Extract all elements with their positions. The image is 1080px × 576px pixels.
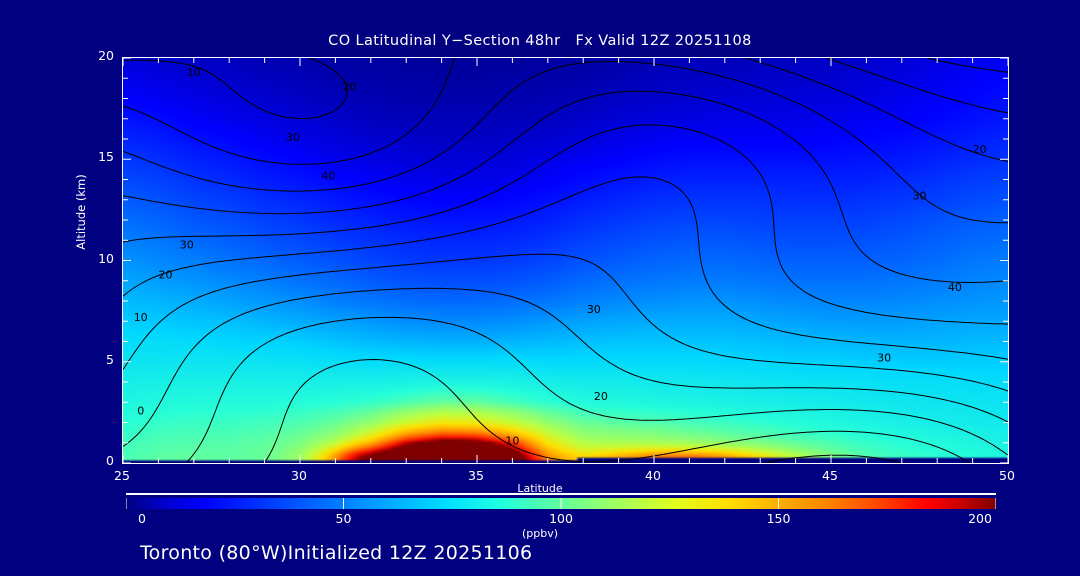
- shaded-co-field: [123, 58, 1008, 463]
- contour-labels: 10 20 30 40 30 20 10 0 10 20 30 30 40 30 20: [134, 66, 987, 448]
- contour-label: 10: [134, 311, 148, 324]
- contour-lines: [123, 58, 1008, 463]
- contour-level-5: [123, 58, 1008, 119]
- colorbar-unit-label: (ppbv): [521, 527, 559, 540]
- contour-label: 20: [594, 390, 608, 403]
- colorbar-ticks: [126, 498, 996, 509]
- x-tick-25: 25: [114, 468, 130, 483]
- x-axis-label: Latitude: [517, 482, 563, 495]
- contour-label: 30: [180, 238, 194, 251]
- x-tick-30: 30: [291, 468, 307, 483]
- contour-label: 10: [187, 66, 201, 79]
- contour-level-35: [123, 253, 1008, 392]
- colorbar-tick-50: 50: [335, 511, 352, 526]
- contour-label: 30: [877, 352, 891, 365]
- contour-level-55: [764, 454, 901, 463]
- contour-heatmap-svg: 10 20 30 40 30 20 10 0 10 20 30 30 40 30 20: [123, 58, 1008, 463]
- contour-label: 20: [343, 80, 357, 93]
- colorbar-tick-200: 200: [968, 511, 992, 526]
- y-tick-15: 15: [98, 149, 114, 165]
- x-tick-50: 50: [999, 468, 1015, 483]
- y-tick-5: 5: [106, 351, 114, 367]
- y-axis-label: Altitude (km): [74, 174, 88, 250]
- x-tick-40: 40: [645, 468, 661, 483]
- contour-label: 20: [973, 143, 987, 156]
- contour-label: 40: [321, 169, 335, 182]
- y-tick-10: 10: [98, 250, 114, 266]
- colorbar-tick-0: 0: [138, 511, 146, 526]
- contour-level-25: [123, 124, 1008, 325]
- axis-ticks: [123, 58, 1008, 463]
- contour-label: 40: [948, 281, 962, 294]
- contour-label: 30: [587, 303, 601, 316]
- x-tick-45: 45: [822, 468, 838, 483]
- colorbar-tick-150: 150: [766, 511, 791, 526]
- contour-label: 30: [913, 190, 927, 203]
- plot-area[interactable]: 10 20 30 40 30 20 10 0 10 20 30 30 40 30 20: [122, 57, 1009, 464]
- contour-level-15: [123, 61, 1008, 224]
- chart-title: CO Latitudinal Y−Section 48hr Fx Valid 1…: [328, 33, 752, 49]
- contour-level-30: [123, 176, 1008, 360]
- figure-caption: Toronto (80°W)Initialized 12Z 20251106: [140, 542, 533, 564]
- contour-level-40: [123, 287, 1008, 447]
- contour-label: 20: [158, 269, 172, 282]
- contour-level-10: [123, 58, 1008, 165]
- contour-label: 30: [286, 131, 300, 144]
- colorbar-top-rule: [126, 493, 996, 495]
- y-tick-20: 20: [98, 48, 114, 63]
- contour-level-45: [185, 316, 1008, 463]
- contour-label: 10: [505, 435, 519, 448]
- y-tick-0: 0: [106, 453, 114, 468]
- x-tick-35: 35: [468, 468, 484, 483]
- contour-label: 0: [137, 404, 144, 417]
- colorbar-tick-100: 100: [549, 511, 573, 526]
- contour-level-20: [123, 90, 1008, 283]
- colorbar[interactable]: [126, 493, 996, 511]
